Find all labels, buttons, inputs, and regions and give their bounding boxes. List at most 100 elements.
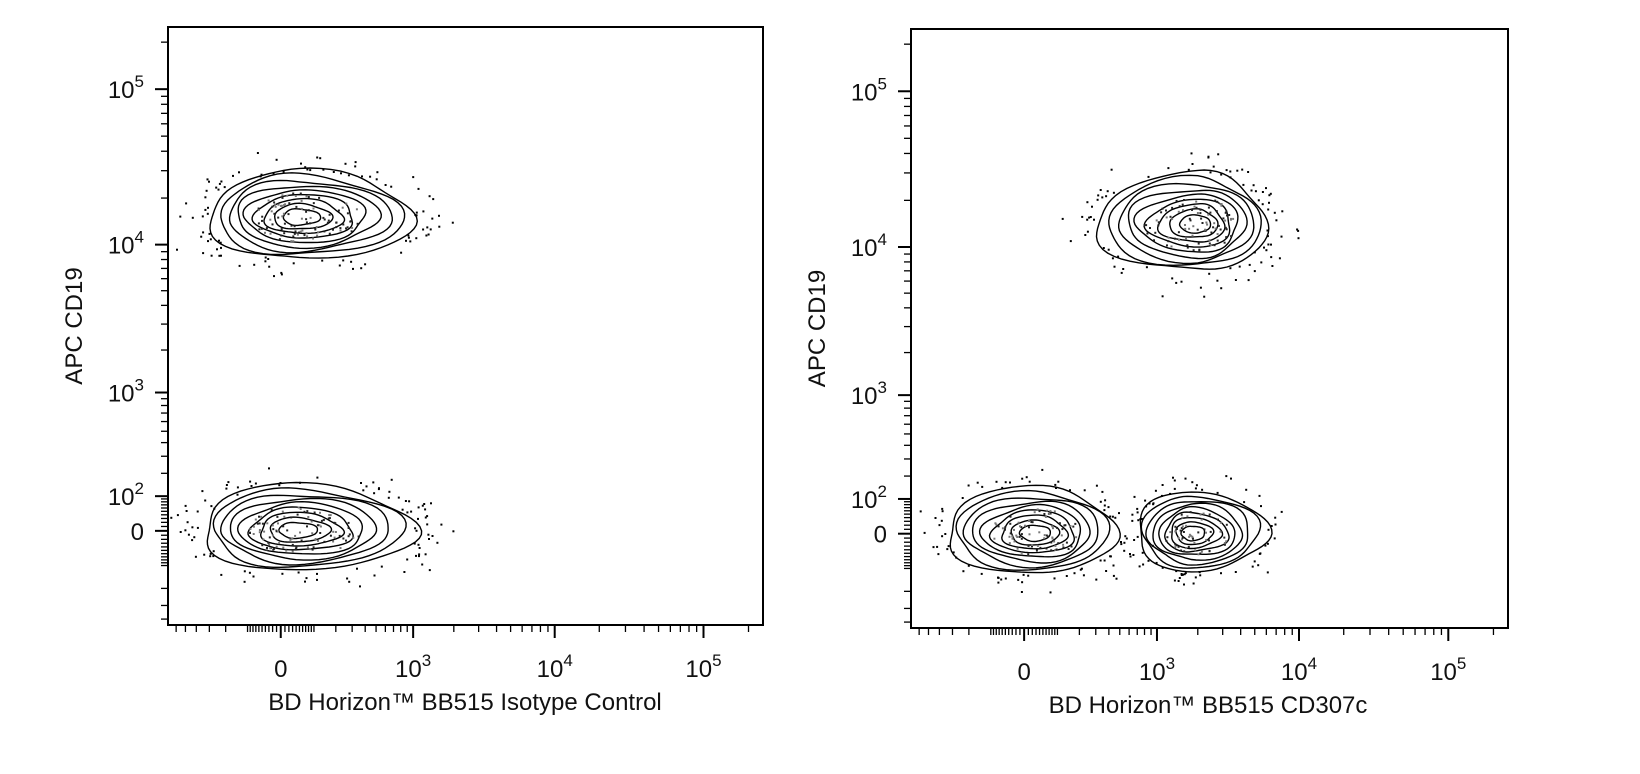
event-dot: [1086, 230, 1089, 233]
event-dot: [1172, 476, 1174, 479]
event-dot: [1197, 531, 1200, 534]
event-dot: [1212, 226, 1215, 229]
event-dot: [254, 518, 257, 521]
event-dot: [238, 264, 241, 267]
event-dot: [1205, 221, 1208, 224]
event-dot: [1103, 504, 1106, 507]
event-dot: [431, 535, 434, 537]
event-dot: [1001, 486, 1004, 489]
event-dot: [1043, 513, 1046, 515]
event-dot: [303, 510, 306, 513]
event-dot: [1206, 223, 1209, 226]
event-dot: [347, 174, 350, 177]
event-dot: [319, 525, 322, 528]
event-dot: [1217, 518, 1219, 521]
event-dot: [316, 476, 319, 479]
event-dot: [270, 210, 273, 213]
event-dot: [282, 546, 285, 549]
event-dot: [306, 546, 309, 549]
event-dot: [292, 262, 295, 265]
event-dot: [1061, 528, 1064, 531]
contour-line: [1175, 521, 1215, 546]
event-dot: [1220, 203, 1223, 205]
event-dot: [1008, 542, 1011, 545]
event-dot: [285, 549, 288, 552]
event-dot: [1245, 488, 1248, 491]
event-dot: [1267, 528, 1270, 531]
event-dot: [1015, 534, 1018, 537]
y-tick-label: 104: [108, 228, 144, 260]
event-dot: [1157, 224, 1160, 227]
event-dot: [1253, 251, 1256, 254]
event-dot: [430, 502, 432, 505]
event-dot: [328, 514, 331, 517]
event-dot: [997, 576, 999, 579]
event-dot: [426, 515, 429, 518]
event-dot: [271, 524, 274, 527]
event-dot: [220, 254, 222, 257]
event-dot: [1114, 516, 1117, 519]
event-dot: [422, 210, 425, 213]
event-dot: [1036, 544, 1039, 547]
event-dot: [1232, 217, 1235, 220]
event-dot: [268, 543, 271, 546]
event-dot: [309, 548, 312, 551]
event-dot: [1281, 210, 1284, 213]
x-tick-label: 104: [1281, 654, 1317, 686]
event-dot: [1008, 535, 1011, 538]
event-dot: [1185, 524, 1188, 527]
event-dot: [354, 161, 357, 164]
event-dot: [1220, 572, 1222, 575]
event-dot: [452, 530, 455, 533]
event-dot: [1297, 237, 1300, 240]
event-dot: [1201, 488, 1204, 491]
event-dot: [1022, 573, 1025, 576]
event-dot: [176, 514, 179, 517]
contour-line: [1145, 500, 1249, 566]
event-dot: [332, 171, 335, 173]
event-dot: [1270, 525, 1273, 527]
event-dot: [269, 547, 272, 550]
event-dot: [258, 522, 261, 525]
event-dot: [293, 232, 296, 235]
contour-line: [1118, 182, 1255, 265]
event-dot: [1004, 481, 1007, 484]
event-dot: [322, 168, 325, 171]
event-dot: [1033, 511, 1036, 514]
event-dot: [1261, 191, 1264, 193]
event-dot: [1180, 527, 1183, 530]
event-dot: [346, 577, 349, 580]
event-dot: [339, 547, 342, 549]
event-dot: [414, 214, 417, 216]
event-dot: [941, 507, 944, 510]
event-dot: [1062, 546, 1065, 549]
event-dot: [418, 553, 421, 556]
population: [176, 152, 454, 278]
event-dot: [292, 192, 295, 195]
event-dot: [1238, 265, 1241, 268]
event-dot: [423, 503, 426, 505]
event-dot: [1205, 531, 1207, 534]
event-dot: [318, 196, 321, 199]
event-dot: [1191, 481, 1194, 484]
event-dot: [332, 530, 335, 533]
event-dot: [1192, 582, 1195, 585]
event-dot: [1205, 538, 1208, 541]
event-dot: [1230, 477, 1232, 480]
event-dot: [1028, 533, 1031, 536]
event-dot: [1274, 516, 1277, 519]
event-dot: [1095, 578, 1098, 581]
x-tick-label: 105: [685, 651, 721, 683]
event-dot: [1096, 198, 1099, 201]
event-dot: [1143, 224, 1146, 227]
event-dot: [1179, 529, 1182, 532]
contour-line: [1152, 502, 1244, 561]
population: [1123, 475, 1283, 586]
event-dot: [1052, 527, 1054, 530]
contour-line: [219, 494, 389, 566]
event-dot: [418, 547, 421, 549]
event-dot: [304, 580, 306, 583]
event-dot: [1180, 280, 1183, 283]
y-tick-label: 102: [851, 482, 887, 514]
event-dot: [1153, 239, 1155, 242]
